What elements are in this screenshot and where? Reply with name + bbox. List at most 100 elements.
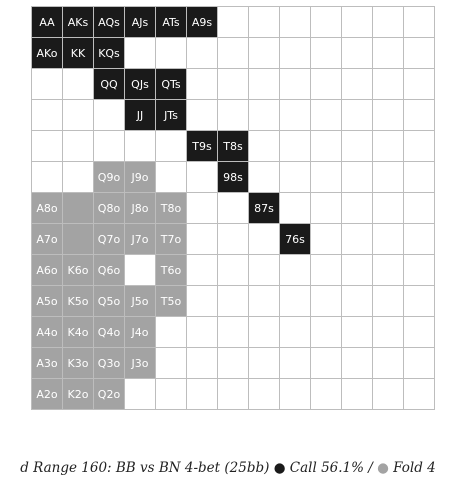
empty-cell [311,379,342,410]
empty-cell [187,348,218,379]
empty-cell [342,131,373,162]
empty-cell [404,348,435,379]
hand-cell-k6o: K6o [63,255,94,286]
hand-cell-t5o: T5o [156,286,187,317]
empty-cell [404,69,435,100]
hand-cell-q7o: Q7o [94,224,125,255]
hand-cell-q5o: Q5o [94,286,125,317]
hand-cell-r6c1 [63,193,94,224]
empty-cell [218,38,249,69]
hand-cell-98s: 98s [218,162,249,193]
empty-cell [187,162,218,193]
empty-cell [342,38,373,69]
empty-cell [373,379,404,410]
empty-cell [373,348,404,379]
empty-cell [218,379,249,410]
hand-cell-aks: AKs [63,7,94,38]
empty-cell [187,317,218,348]
empty-cell [342,193,373,224]
hand-cell-q8o: Q8o [94,193,125,224]
caption-call-text: Call 56.1% / [289,460,373,476]
hand-cell-a8o: A8o [32,193,63,224]
hand-cell-kqs: KQs [94,38,125,69]
caption-title: d Range 160: BB vs BN 4-bet (25bb) [20,460,270,476]
empty-cell [187,193,218,224]
hand-cell-jj: JJ [125,100,156,131]
hand-cell-k2o: K2o [63,379,94,410]
empty-cell [404,224,435,255]
empty-cell [342,348,373,379]
hand-cell-t8o: T8o [156,193,187,224]
empty-cell [280,38,311,69]
hand-cell-76s: 76s [280,224,311,255]
hand-cell-a3o: A3o [32,348,63,379]
empty-cell [249,348,280,379]
hand-cell-qq: QQ [94,69,125,100]
call-dot-icon: ● [377,460,389,476]
empty-cell [187,379,218,410]
hand-cell-k3o: K3o [63,348,94,379]
hand-cell-q4o: Q4o [94,317,125,348]
empty-cell [404,255,435,286]
empty-cell [125,38,156,69]
empty-cell [373,69,404,100]
empty-cell [63,131,94,162]
empty-cell [373,7,404,38]
empty-cell [280,317,311,348]
hand-cell-ako: AKo [32,38,63,69]
empty-cell [373,224,404,255]
hand-cell-j8o: J8o [125,193,156,224]
empty-cell [373,162,404,193]
empty-cell [311,255,342,286]
empty-cell [280,255,311,286]
hand-cell-j4o: J4o [125,317,156,348]
empty-cell [342,224,373,255]
hand-cell-a4o: A4o [32,317,63,348]
empty-cell [156,379,187,410]
empty-cell [280,286,311,317]
empty-cell [32,162,63,193]
empty-cell [218,348,249,379]
hand-cell-q9o: Q9o [94,162,125,193]
empty-cell [280,379,311,410]
empty-cell [404,379,435,410]
empty-cell [249,379,280,410]
hand-cell-aa: AA [32,7,63,38]
empty-cell [404,100,435,131]
empty-cell [32,69,63,100]
empty-cell [311,100,342,131]
empty-cell [280,131,311,162]
hand-cell-k5o: K5o [63,286,94,317]
hand-range-grid: AA AKs AQs AJs ATs A9s AKo KK KQs QQ QJs QTs JJ JTs T9… [31,6,435,410]
hand-cell-k4o: K4o [63,317,94,348]
empty-cell [373,100,404,131]
empty-cell [404,193,435,224]
hand-cell-a6o: A6o [32,255,63,286]
empty-cell [249,7,280,38]
hand-cell-t7o: T7o [156,224,187,255]
empty-cell [187,100,218,131]
empty-cell [187,224,218,255]
empty-cell [404,162,435,193]
empty-cell [311,348,342,379]
empty-cell [249,286,280,317]
empty-cell [32,100,63,131]
empty-cell [311,162,342,193]
empty-cell [280,7,311,38]
empty-cell [342,162,373,193]
empty-cell [342,379,373,410]
empty-cell [404,38,435,69]
empty-cell [218,69,249,100]
hand-cell-a5o: A5o [32,286,63,317]
empty-cell [311,69,342,100]
hand-cell-qjs: QJs [125,69,156,100]
empty-cell [156,162,187,193]
empty-cell [373,38,404,69]
empty-cell [125,255,156,286]
empty-cell [342,317,373,348]
empty-cell [218,255,249,286]
empty-cell [156,348,187,379]
empty-cell [218,317,249,348]
empty-cell [218,193,249,224]
empty-cell [311,286,342,317]
